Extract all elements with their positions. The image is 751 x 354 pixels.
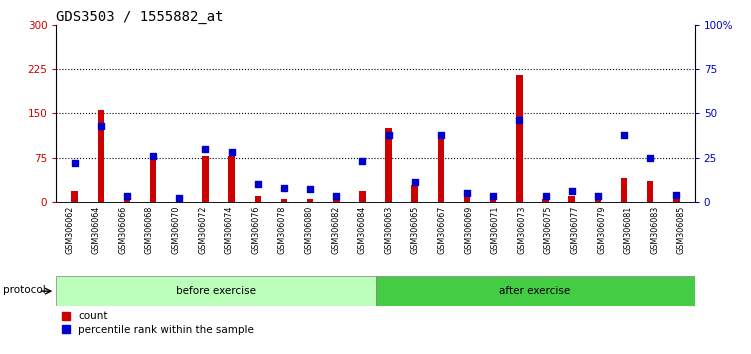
Point [618,132,630,137]
Bar [542,199,549,202]
Text: GDS3503 / 1555882_at: GDS3503 / 1555882_at [56,10,224,24]
Text: GSM306081: GSM306081 [623,205,632,254]
Bar [385,128,392,202]
Point [671,192,683,198]
Text: GSM306074: GSM306074 [225,205,234,254]
Bar [228,156,235,202]
Point [225,149,237,155]
Point [435,132,447,137]
Text: GSM306076: GSM306076 [252,205,261,254]
Text: GSM306072: GSM306072 [198,205,207,254]
Bar [569,196,575,202]
Text: GSM306063: GSM306063 [385,205,394,254]
Text: GSM306080: GSM306080 [304,205,313,254]
Bar [307,199,313,202]
Point [539,194,551,199]
Bar [647,181,653,202]
Point [487,194,499,199]
Point [566,188,578,194]
Point [461,190,473,196]
Point [514,118,526,123]
Text: GSM306078: GSM306078 [278,205,287,254]
Bar [412,185,418,202]
Text: GSM306062: GSM306062 [65,205,74,254]
Bar [281,199,287,202]
Bar [98,110,104,202]
Point [357,158,369,164]
Point [592,194,604,199]
Text: GSM306084: GSM306084 [357,205,366,254]
Text: GSM306066: GSM306066 [119,205,128,254]
Bar [150,156,156,202]
Bar [516,75,523,202]
Bar [490,196,496,202]
Bar [438,134,444,202]
Point [382,132,394,137]
Point [304,187,316,192]
Text: GSM306070: GSM306070 [171,205,180,254]
Text: after exercise: after exercise [499,286,571,296]
Bar [464,193,470,202]
Text: GSM306085: GSM306085 [677,205,686,254]
Bar [71,191,78,202]
Bar [359,191,366,202]
Point [173,195,185,201]
Point [200,146,212,152]
Text: GSM306071: GSM306071 [490,205,499,254]
Point [95,123,107,129]
Text: GSM306065: GSM306065 [411,205,420,254]
Bar [595,199,601,202]
Bar [124,200,130,202]
Text: GSM306083: GSM306083 [650,205,659,254]
Text: GSM306075: GSM306075 [544,205,553,254]
Bar [376,276,695,306]
Text: GSM306077: GSM306077 [571,205,580,254]
Point [147,153,159,159]
Point [644,155,656,160]
Text: GSM306068: GSM306068 [145,205,154,254]
Bar [673,199,680,202]
Point [68,160,80,166]
Point [409,179,421,185]
Bar [56,276,376,306]
Point [252,181,264,187]
Text: GSM306073: GSM306073 [517,205,526,254]
Bar [621,178,627,202]
Text: protocol: protocol [3,285,46,295]
Text: GSM306069: GSM306069 [464,205,473,254]
Point [121,194,133,199]
Text: GSM306079: GSM306079 [597,205,606,254]
Text: GSM306082: GSM306082 [331,205,340,254]
Bar [176,200,182,202]
Bar [333,200,339,202]
Text: GSM306064: GSM306064 [92,205,101,254]
Point [330,194,342,199]
Text: GSM306067: GSM306067 [438,205,447,254]
Point [278,185,290,190]
Text: before exercise: before exercise [176,286,256,296]
Bar [255,196,261,202]
Legend: count, percentile rank within the sample: count, percentile rank within the sample [62,312,254,335]
Bar [202,156,209,202]
